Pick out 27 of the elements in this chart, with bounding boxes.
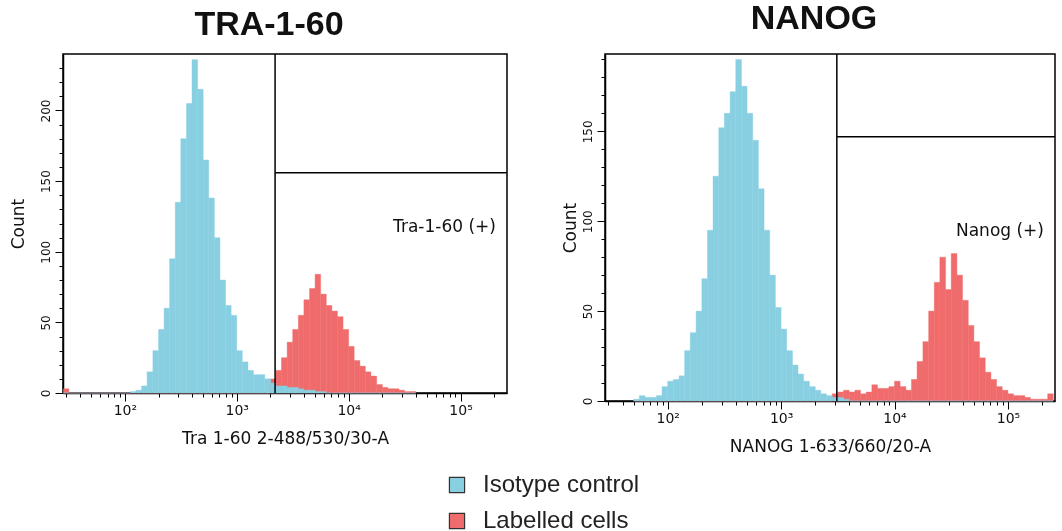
chart-title: TRA-1-60 <box>194 4 344 43</box>
y-tick-label: 150 <box>580 120 595 144</box>
y-tick-label: 50 <box>580 303 595 320</box>
y-tick-label: 0 <box>38 389 53 398</box>
chart-title: NANOG <box>750 0 878 37</box>
annotation: Tra-1-60 (+) <box>392 216 496 236</box>
y-axis-title: Count <box>559 202 580 254</box>
y-tick-label: 0 <box>580 397 595 406</box>
legend-label: Labelled cells <box>483 506 629 531</box>
y-tick-label: 200 <box>38 99 53 123</box>
y-tick-label: 100 <box>580 210 595 234</box>
x-tick-label: 10⁵ <box>996 409 1021 426</box>
x-axis-title: NANOG 1-633/660/20-A <box>729 435 932 456</box>
y-tick-label: 150 <box>38 170 53 194</box>
x-tick-label: 10³ <box>769 409 794 426</box>
y-tick-label: 100 <box>38 240 53 264</box>
x-tick-label: 10⁴ <box>337 401 362 418</box>
x-tick-label: 10⁴ <box>883 409 908 426</box>
y-axis-title: Count <box>7 198 28 250</box>
y-tick-label: 50 <box>38 315 53 331</box>
x-tick-label: 10⁵ <box>449 401 473 418</box>
legend-label: Isotype control <box>483 470 640 497</box>
x-tick-label: 10³ <box>225 401 249 418</box>
annotation: Nanog (+) <box>955 220 1044 240</box>
x-tick-label: 10² <box>656 409 680 426</box>
x-axis-title: Tra 1-60 2-488/530/30-A <box>180 427 390 448</box>
x-tick-label: 10² <box>113 401 138 418</box>
